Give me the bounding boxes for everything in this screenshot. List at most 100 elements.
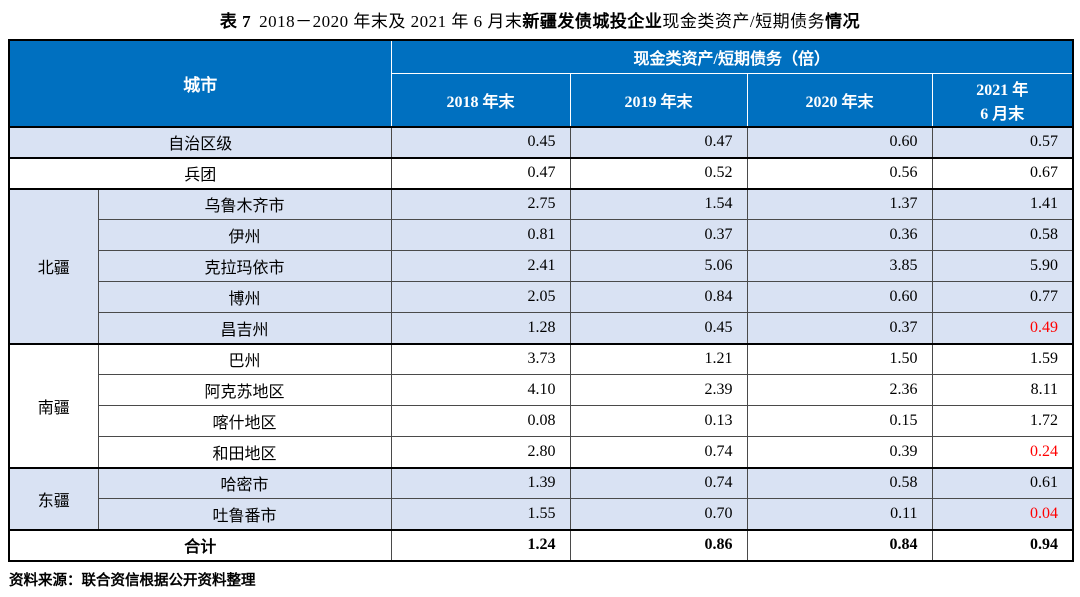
header-period-2019: 2019 年末 <box>569 72 748 127</box>
value-cell: 0.15 <box>746 405 933 437</box>
value-cell: 1.59 <box>931 342 1074 375</box>
value-cell: 2.80 <box>390 436 571 468</box>
city-cell: 克拉玛依市 <box>97 250 392 282</box>
value-cell: 4.10 <box>390 374 571 406</box>
value-cell: 0.74 <box>569 466 748 499</box>
data-table: 城市 现金类资产/短期债务（倍） 2018 年末 2019 年末 2020 年末… <box>8 39 1075 562</box>
title-subject: 新疆发债城投企业 <box>522 12 663 31</box>
value-cell: 1.41 <box>931 187 1074 220</box>
value-cell: 1.54 <box>569 187 748 220</box>
region-cell: 东疆 <box>8 466 99 530</box>
city-cell: 巴州 <box>97 342 392 375</box>
value-cell: 0.47 <box>569 125 748 158</box>
value-cell: 0.58 <box>746 466 933 499</box>
table-row: 东疆 哈密市 1.39 0.74 0.58 0.61 <box>8 466 1074 530</box>
value-cell: 0.56 <box>746 156 933 189</box>
value-cell: 0.77 <box>931 281 1074 313</box>
table-row: 博州 2.05 0.84 0.60 0.77 <box>9 281 1074 313</box>
value-cell: 0.47 <box>390 156 571 189</box>
value-cell: 0.36 <box>746 219 933 251</box>
table-row: 北疆 乌鲁木齐市 2.75 1.54 1.37 1.41 <box>8 187 1074 344</box>
table-row: 和田地区 2.80 0.74 0.39 0.24 <box>9 436 1074 468</box>
table-row: 南疆 巴州 3.73 1.21 1.50 1.59 <box>8 342 1074 468</box>
value-cell: 0.86 <box>569 528 748 561</box>
value-cell: 1.72 <box>931 405 1074 437</box>
value-cell: 1.37 <box>746 187 933 220</box>
city-cell: 自治区级 <box>8 125 392 158</box>
value-cell: 3.85 <box>746 250 933 282</box>
page-title: 表 7 2018－2020 年末及 2021 年 6 月末新疆发债城投企业现金类资… <box>0 0 1080 32</box>
value-cell: 0.37 <box>746 312 933 344</box>
value-cell: 8.11 <box>931 374 1074 406</box>
table-body: 自治区级 0.45 0.47 0.60 0.57 兵团 0.47 0.52 0.56 0.67 北疆… <box>8 125 1074 561</box>
city-cell: 乌鲁木齐市 <box>97 187 392 220</box>
value-cell: 0.52 <box>569 156 748 189</box>
value-cell: 2.75 <box>390 187 571 220</box>
city-cell: 合计 <box>8 528 392 561</box>
value-cell: 0.84 <box>569 281 748 313</box>
value-cell: 2.39 <box>569 374 748 406</box>
value-cell: 1.50 <box>746 342 933 375</box>
table-row: 伊州 0.81 0.37 0.36 0.58 <box>9 219 1074 251</box>
title-prefix: 表 7 <box>219 12 252 31</box>
header-period-2018: 2018 年末 <box>390 72 571 127</box>
city-cell: 阿克苏地区 <box>97 374 392 406</box>
value-cell: 0.74 <box>569 436 748 468</box>
value-cell: 0.04 <box>931 498 1074 530</box>
value-cell: 0.11 <box>746 498 933 530</box>
value-cell: 0.60 <box>746 125 933 158</box>
city-cell: 喀什地区 <box>97 405 392 437</box>
value-cell: 0.84 <box>746 528 933 561</box>
value-cell: 0.39 <box>746 436 933 468</box>
value-cell: 0.60 <box>746 281 933 313</box>
value-cell: 0.24 <box>931 436 1074 468</box>
header-period-2021h1: 2021 年 6 月末 <box>931 72 1074 127</box>
value-cell: 1.39 <box>390 466 571 499</box>
value-cell: 1.21 <box>569 342 748 375</box>
value-cell: 0.57 <box>931 125 1074 158</box>
header-period-2020: 2020 年末 <box>746 72 933 127</box>
city-cell: 和田地区 <box>97 436 392 468</box>
value-cell: 1.28 <box>390 312 571 344</box>
value-cell: 2.05 <box>390 281 571 313</box>
value-cell: 1.55 <box>390 498 571 530</box>
city-cell: 博州 <box>97 281 392 313</box>
table-row: 自治区级 0.45 0.47 0.60 0.57 <box>8 125 1074 158</box>
value-cell: 0.61 <box>931 466 1074 499</box>
value-cell: 2.36 <box>746 374 933 406</box>
table-row: 克拉玛依市 2.41 5.06 3.85 5.90 <box>9 250 1074 282</box>
header-metric-group: 现金类资产/短期债务（倍） <box>390 39 1074 74</box>
table-row: 合计 1.24 0.86 0.84 0.94 <box>8 528 1074 561</box>
value-cell: 0.94 <box>931 528 1074 561</box>
header-period-2021-line2: 6 月末 <box>980 105 1025 123</box>
value-cell: 0.70 <box>569 498 748 530</box>
value-cell: 2.41 <box>390 250 571 282</box>
city-cell: 哈密市 <box>97 466 392 499</box>
region-cell: 北疆 <box>8 187 99 344</box>
value-cell: 0.81 <box>390 219 571 251</box>
value-cell: 0.37 <box>569 219 748 251</box>
value-cell: 5.06 <box>569 250 748 282</box>
city-cell: 昌吉州 <box>97 312 392 344</box>
value-cell: 0.45 <box>569 312 748 344</box>
source-note: 资料来源：联合资信根据公开资料整理 <box>9 572 256 589</box>
value-cell: 0.45 <box>390 125 571 158</box>
header-period-2021-line1: 2021 年 <box>976 81 1029 99</box>
title-metric: 现金类资产/短期债务 <box>662 12 826 31</box>
table-header: 城市 现金类资产/短期债务（倍） 2018 年末 2019 年末 2020 年末… <box>8 39 1074 127</box>
table-row: 喀什地区 0.08 0.13 0.15 1.72 <box>9 405 1074 437</box>
table-row: 阿克苏地区 4.10 2.39 2.36 8.11 <box>9 374 1074 406</box>
value-cell: 5.90 <box>931 250 1074 282</box>
table-row: 兵团 0.47 0.52 0.56 0.67 <box>8 156 1074 189</box>
value-cell: 0.13 <box>569 405 748 437</box>
table-row: 吐鲁番市 1.55 0.70 0.11 0.04 <box>9 498 1074 530</box>
city-cell: 兵团 <box>8 156 392 189</box>
value-cell: 0.08 <box>390 405 571 437</box>
value-cell: 3.73 <box>390 342 571 375</box>
value-cell: 0.58 <box>931 219 1074 251</box>
region-cell: 南疆 <box>8 342 99 468</box>
header-city: 城市 <box>8 39 392 127</box>
value-cell: 1.24 <box>390 528 571 561</box>
value-cell: 0.49 <box>931 312 1074 344</box>
